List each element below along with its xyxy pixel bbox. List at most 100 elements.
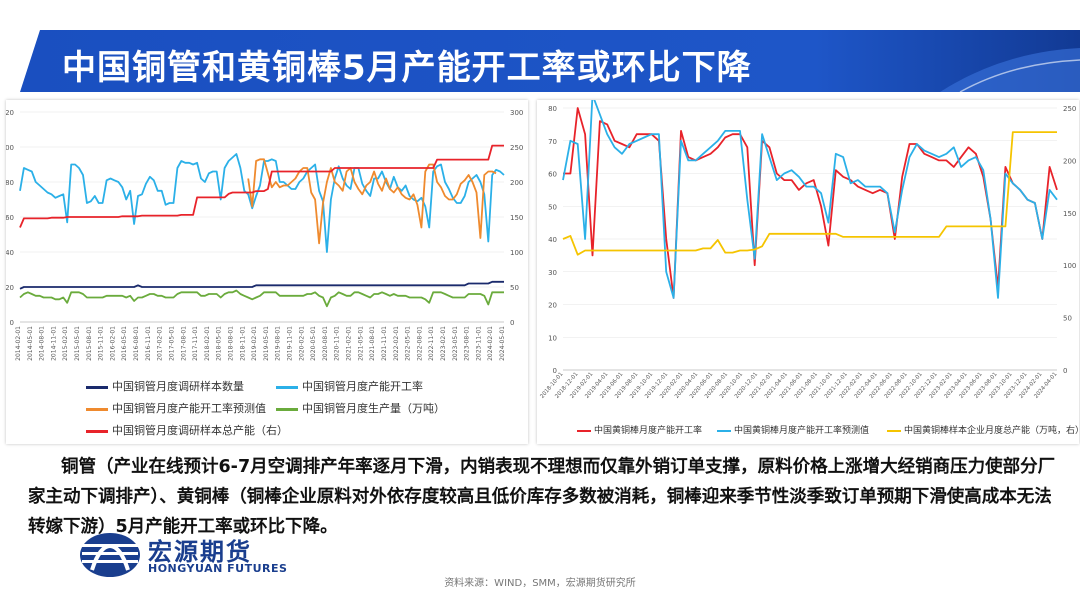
x-tick-label: 2014-02-01 (15, 326, 22, 361)
y-left-tick-label: 0 (553, 367, 557, 375)
title-banner (0, 30, 1080, 92)
legend-item: 中国铜管月度调研样本数量 (86, 378, 244, 394)
page-title: 中国铜管和黄铜棒5月产能开工率或环比下降 (62, 48, 752, 88)
legend-label: 中国铜管月度调研样本数量 (112, 380, 244, 393)
source-note: 资料来源：WIND，SMM，宏源期货研究所 (444, 578, 636, 589)
legend-item: 中国铜管月度产能开工率 (276, 378, 423, 394)
x-tick-label: 2018-02-01 (204, 326, 211, 361)
y-right-tick-label: 300 (510, 109, 523, 117)
legend-label: 中国铜管月度产能开工率预测值 (112, 402, 266, 415)
legend-item: 中国铜管月度调研样本总产能（右） (86, 422, 288, 438)
x-tick-label: 2020-02-01 (298, 326, 305, 361)
x-tick-label: 2019-08-01 (275, 326, 282, 361)
x-tick-label: 2015-05-01 (74, 326, 81, 361)
x-tick-label: 2016-05-01 (121, 326, 128, 361)
x-tick-label: 2016-11-01 (145, 326, 152, 361)
y-left-tick-label: 30 (548, 269, 557, 277)
x-tick-label: 2022-08-01 (416, 326, 423, 361)
x-tick-label: 2017-02-01 (157, 326, 164, 361)
y-left-tick-label: 80 (548, 105, 557, 113)
series-line (563, 107, 1058, 299)
x-tick-label: 2022-05-01 (405, 326, 412, 361)
x-tick-label: 2023-05-01 (452, 326, 459, 361)
banner-background (20, 30, 1080, 92)
x-tick-label: 2019-05-01 (263, 326, 270, 361)
logo-english-name: HONGYUAN FUTURES (148, 562, 288, 575)
y-left-tick-label: 0 (10, 319, 14, 327)
y-right-tick-label: 250 (1063, 105, 1076, 113)
x-tick-label: 2019-11-01 (287, 326, 294, 361)
y-right-tick-label: 200 (510, 179, 523, 187)
x-tick-label: 2024-05-01 (499, 326, 506, 361)
series-line (247, 158, 497, 245)
x-tick-label: 2015-02-01 (62, 326, 69, 361)
x-tick-label: 2018-11-01 (239, 326, 246, 361)
y-right-tick-label: 50 (1063, 315, 1072, 323)
x-tick-label: 2021-05-01 (357, 326, 364, 361)
y-right-tick-label: 100 (1063, 262, 1076, 270)
y-left-tick-label: 40 (6, 249, 14, 257)
legend-label: 中国黄铜棒样本企业月度总产能（万吨，右） (904, 426, 1080, 436)
x-tick-label: 2014-11-01 (50, 326, 57, 361)
y-left-tick-label: 40 (548, 236, 557, 244)
x-tick-label: 2021-08-01 (369, 326, 376, 361)
x-tick-label: 2023-08-01 (464, 326, 471, 361)
series-line (562, 100, 1058, 299)
legend-label: 中国铜管月度生产量（万吨） (302, 402, 445, 415)
x-tick-label: 2016-02-01 (109, 326, 116, 361)
legend-label: 中国黄铜棒月度产能开工率 (594, 426, 703, 436)
x-tick-label: 2014-05-01 (27, 326, 34, 361)
x-tick-label: 2017-08-01 (180, 326, 187, 361)
x-tick-label: 2015-08-01 (86, 326, 93, 361)
y-left-tick-label: 10 (548, 334, 557, 342)
y-right-tick-label: 50 (510, 284, 519, 292)
legend-item: 中国黄铜棒月度产能开工率预测值 (717, 423, 869, 436)
y-left-tick-label: 20 (548, 302, 557, 310)
y-left-tick-label: 20 (6, 284, 14, 292)
legend-swatch (86, 429, 108, 433)
legend-label: 中国黄铜棒月度产能开工率预测值 (734, 426, 870, 436)
legend-label: 中国铜管月度产能开工率 (302, 380, 423, 393)
x-tick-label: 2020-11-01 (334, 326, 341, 361)
legend-item: 中国黄铜棒样本企业月度总产能（万吨，右） (887, 423, 1080, 436)
y-right-tick-label: 0 (1063, 367, 1067, 375)
x-tick-label: 2023-11-01 (475, 326, 482, 361)
x-tick-label: 2023-02-01 (440, 326, 447, 361)
series-line (19, 289, 504, 308)
legend-swatch (577, 429, 591, 432)
x-tick-label: 2022-11-01 (428, 326, 435, 361)
legend-swatch (887, 429, 901, 432)
y-right-tick-label: 250 (510, 144, 523, 152)
series-line (19, 280, 504, 290)
y-left-tick-label: 50 (548, 203, 557, 211)
series-line (19, 144, 504, 228)
legend-swatch (86, 385, 108, 389)
x-tick-label: 2021-11-01 (381, 326, 388, 361)
x-tick-label: 2016-08-01 (133, 326, 140, 361)
logo-emblem (80, 533, 140, 577)
legend-item: 中国黄铜棒月度产能开工率 (577, 423, 702, 436)
y-right-tick-label: 200 (1063, 157, 1076, 165)
brass-rod-chart: 010203040506070800501001502002502018-10-… (539, 100, 1076, 400)
x-tick-label: 2017-11-01 (192, 326, 199, 361)
y-left-tick-label: 70 (548, 138, 557, 146)
logo-chinese-name: 宏源期货 (148, 538, 252, 566)
legend-item: 中国铜管月度产能开工率预测值 (86, 400, 266, 416)
company-logo: 宏源期货 HONGYUAN FUTURES (78, 530, 308, 580)
x-tick-label: 2018-05-01 (216, 326, 223, 361)
brass-rod-chart-panel: 0 10 20 30 40 50 60 70 80 0 50 100 150 200 250 2018-10-… (537, 100, 1080, 444)
y-left-tick-label: 80 (6, 179, 14, 187)
y-right-tick-label: 0 (510, 319, 514, 327)
copper-tube-chart-panel: 0 20 40 60 80 100 120 0 50 100 150 200 250 300 2014-02… (6, 100, 528, 444)
x-tick-label: 2024-02-01 (487, 326, 494, 361)
x-tick-label: 2018-08-01 (227, 326, 234, 361)
x-tick-label: 2015-11-01 (98, 326, 105, 361)
x-tick-label: 2020-05-01 (310, 326, 317, 361)
x-tick-label: 2017-05-01 (168, 326, 175, 361)
y-left-tick-label: 60 (6, 214, 14, 222)
y-left-tick-label: 60 (548, 171, 557, 179)
legend-swatch (86, 407, 108, 411)
x-tick-label: 2021-02-01 (346, 326, 353, 361)
legend-label: 中国铜管月度调研样本总产能（右） (112, 424, 288, 437)
y-left-tick-label: 120 (6, 109, 14, 117)
